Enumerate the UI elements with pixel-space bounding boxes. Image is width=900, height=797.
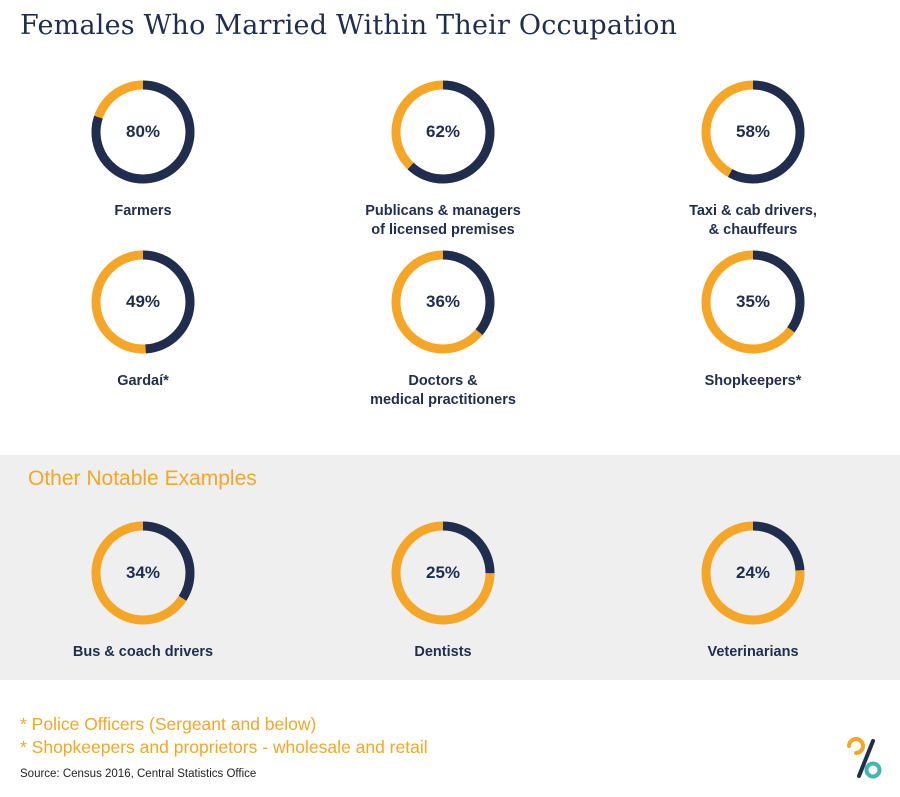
donut-svg xyxy=(391,250,495,354)
donut-percent-label: 25% xyxy=(425,563,461,582)
donut-chart: 62% xyxy=(388,77,498,187)
footnote-police: * Police Officers (Sergeant and below) xyxy=(20,714,317,734)
donut-percent-label: 49% xyxy=(125,292,161,311)
category-label-line: of licensed premises xyxy=(371,222,515,238)
donut-value-arc xyxy=(91,80,195,184)
donut-value-arc xyxy=(391,521,495,625)
donut-svg xyxy=(391,80,495,184)
cso-logo-icon xyxy=(845,736,885,787)
category-label-line: Veterinarians xyxy=(707,644,799,660)
donut-svg xyxy=(701,250,805,354)
donut-percent-label: 62% xyxy=(425,122,461,141)
chart-title: Females Who Married Within Their Occupat… xyxy=(20,10,678,41)
donut-percent-label: 34% xyxy=(125,563,161,582)
donut-chart: 58% xyxy=(698,77,808,187)
donut-chart: 35% xyxy=(698,247,808,357)
donut-percent-label: 80% xyxy=(125,122,161,141)
donut-percent-label: 58% xyxy=(735,122,771,141)
donut-value-arc xyxy=(701,521,805,625)
donut-svg xyxy=(91,80,195,184)
donut-category-label: Taxi & cab drivers, & chauffeurs xyxy=(633,202,873,240)
category-label-line: Dentists xyxy=(414,644,472,660)
source-note: Source: Census 2016, Central Statistics … xyxy=(20,768,257,780)
donut-category-label: Dentists xyxy=(323,643,563,662)
category-label-line: Gardaí* xyxy=(117,373,169,389)
other-examples-title: Other Notable Examples xyxy=(28,467,257,490)
donut-chart: 49% xyxy=(88,247,198,357)
footnote-shopkeepers: * Shopkeepers and proprietors - wholesal… xyxy=(20,737,428,757)
donut-svg xyxy=(701,521,805,625)
donut-value-arc xyxy=(701,250,805,354)
donut-value-arc xyxy=(91,250,195,354)
category-label-line: medical practitioners xyxy=(370,392,516,408)
donut-chart: 80% xyxy=(88,77,198,187)
donut-svg xyxy=(91,250,195,354)
category-label-line: Farmers xyxy=(114,203,172,219)
donut-category-label: Veterinarians xyxy=(633,643,873,662)
donut-category-label: Shopkeepers* xyxy=(633,372,873,391)
donut-percent-label: 36% xyxy=(425,292,461,311)
donut-category-label: Bus & coach drivers xyxy=(23,643,263,662)
donut-value-arc xyxy=(391,250,495,354)
donut-chart: 34% xyxy=(88,518,198,628)
category-label-line: Bus & coach drivers xyxy=(72,644,214,660)
donut-chart: 25% xyxy=(388,518,498,628)
other-examples-band xyxy=(0,455,900,680)
category-label-line: Taxi & cab drivers, xyxy=(689,203,817,219)
donut-value-arc xyxy=(391,80,495,184)
donut-category-label: Doctors & medical practitioners xyxy=(323,372,563,410)
donut-value-arc xyxy=(91,521,195,625)
donut-chart: 24% xyxy=(698,518,808,628)
donut-percent-label: 24% xyxy=(735,563,771,582)
donut-category-label: Farmers xyxy=(23,202,263,221)
donut-svg xyxy=(91,521,195,625)
donut-category-label: Gardaí* xyxy=(23,372,263,391)
donut-svg xyxy=(391,521,495,625)
donut-percent-label: 35% xyxy=(735,292,771,311)
category-label-line: Doctors & xyxy=(408,373,478,389)
donut-value-arc xyxy=(701,80,805,184)
category-label-line: Publicans & managers xyxy=(365,203,521,219)
category-label-line: Shopkeepers* xyxy=(704,373,802,389)
donut-chart: 36% xyxy=(388,247,498,357)
category-label-line: & chauffeurs xyxy=(708,222,798,238)
donut-svg xyxy=(701,80,805,184)
donut-category-label: Publicans & managers of licensed premises xyxy=(323,202,563,240)
